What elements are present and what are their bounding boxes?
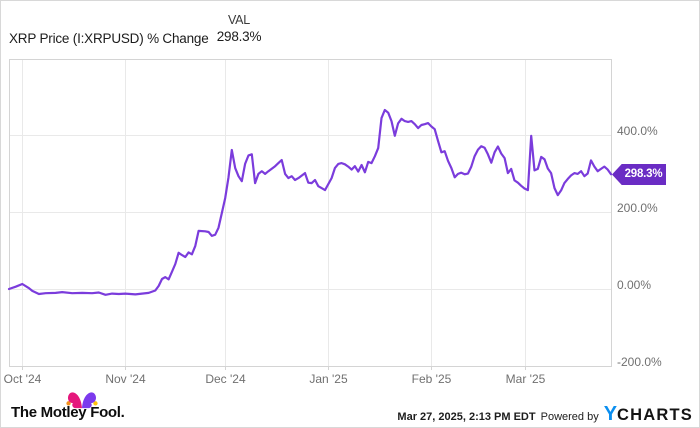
x-tick-label: Mar '25	[505, 372, 546, 386]
footer-attribution: Mar 27, 2025, 2:13 PM EDT Powered by Y CH…	[397, 403, 693, 426]
ycharts-logo-y: Y	[603, 403, 618, 425]
x-tick-label: Nov '24	[105, 372, 146, 386]
ycharts-logo[interactable]: Y CHARTS	[604, 403, 693, 426]
y-tick-label: 0.00%	[617, 277, 652, 292]
legend-value-header: VAL	[227, 13, 251, 27]
y-tick-label: -200.0%	[617, 354, 662, 369]
x-tick-label: Feb '25	[411, 372, 452, 386]
powered-by-label: Powered by	[540, 411, 599, 423]
motley-fool-logo[interactable]: The Motley Fool.	[11, 404, 125, 421]
x-tick-label: Dec '24	[205, 372, 246, 386]
y-tick-label: 400.0%	[617, 123, 658, 138]
x-tick-label: Oct '24	[3, 372, 42, 386]
jester-cap-icon	[66, 392, 98, 409]
legend-current-value: 298.3%	[216, 29, 262, 44]
y-tick-label: 200.0%	[617, 200, 658, 215]
last-value-badge: 298.3%	[612, 164, 666, 185]
ycharts-logo-rest: CHARTS	[617, 406, 693, 424]
chart-timestamp: Mar 27, 2025, 2:13 PM EDT	[397, 411, 536, 423]
plot-border	[9, 59, 612, 367]
price-line	[7, 108, 613, 296]
series-legend-label: XRP Price (I:XRPUSD) % Change	[9, 31, 209, 46]
legend-value-column: VAL 298.3%	[207, 13, 271, 44]
x-tick-label: Jan '25	[309, 372, 348, 386]
